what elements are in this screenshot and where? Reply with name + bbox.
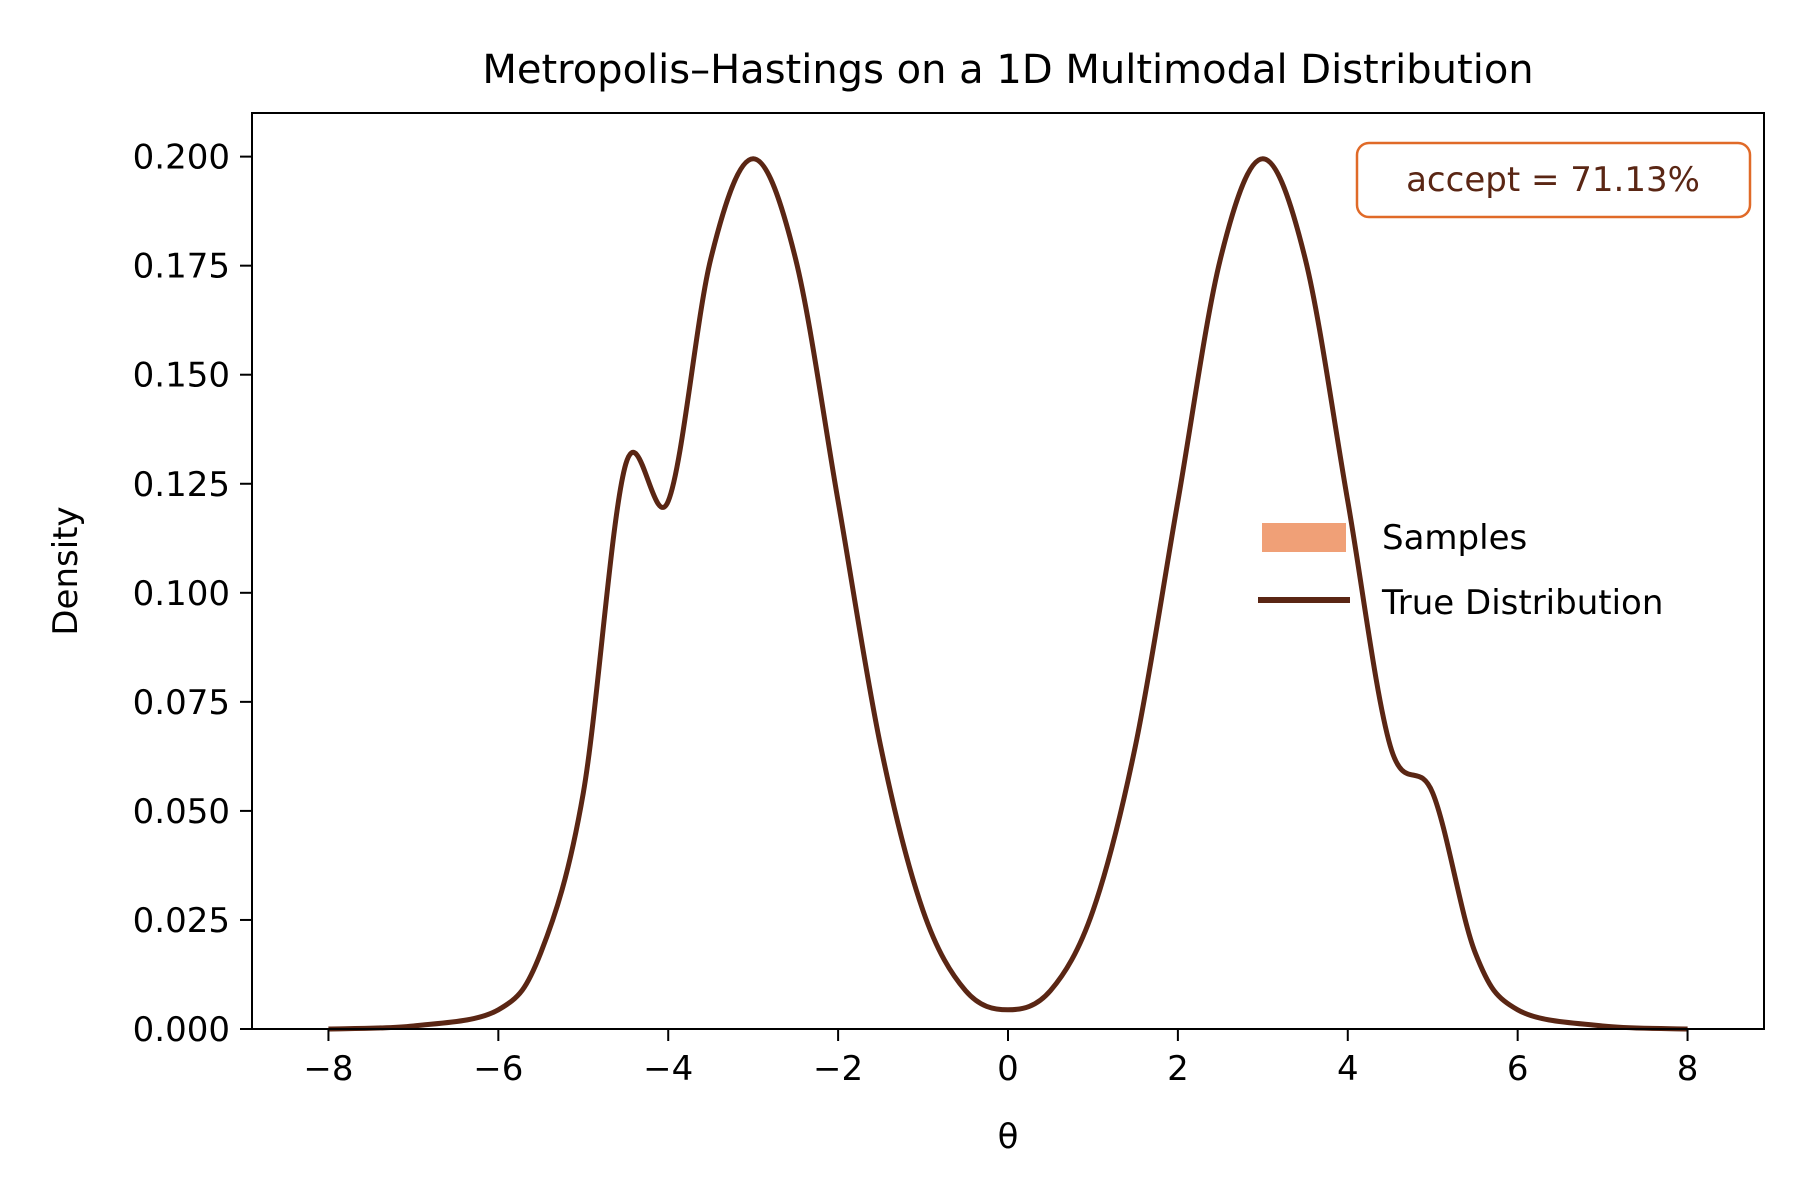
y-tick-label: 0.125 <box>133 465 230 505</box>
y-tick-label: 0.200 <box>133 138 230 178</box>
x-tick-label: 8 <box>1677 1049 1699 1089</box>
y-tick-label: 0.000 <box>133 1010 230 1050</box>
annotation-text: accept = 71.13% <box>1406 160 1700 200</box>
x-tick-label: −6 <box>473 1049 523 1089</box>
annotation-border <box>1355 141 1752 219</box>
legend-samples-label: Samples <box>1382 518 1527 558</box>
true-distribution-line <box>328 156 1688 1032</box>
y-axis-ticks: 0.000 0.025 0.050 0.075 0.100 0.125 0.150 0.175… <box>133 138 252 1050</box>
plot-area <box>328 156 1688 1032</box>
y-axis-label: Density <box>46 506 86 635</box>
x-axis-label: θ <box>998 1117 1019 1157</box>
x-tick-label: 0 <box>997 1049 1019 1089</box>
x-axis-ticks: −8 −6 −4 −2 0 2 4 6 8 <box>303 1029 1698 1089</box>
acceptance-rate-annotation: accept = 71.13% <box>1355 141 1752 219</box>
chart-title: Metropolis–Hastings on a 1D Multimodal D… <box>482 47 1533 93</box>
y-tick-label: 0.025 <box>133 901 230 941</box>
legend: Samples True Distribution <box>1258 518 1663 623</box>
y-tick-label: 0.050 <box>133 792 230 832</box>
y-tick-label: 0.100 <box>133 574 230 614</box>
y-tick-label: 0.175 <box>133 247 230 287</box>
x-tick-label: −8 <box>303 1049 353 1089</box>
legend-true-distribution-label: True Distribution <box>1381 583 1663 623</box>
x-tick-label: 2 <box>1167 1049 1189 1089</box>
legend-samples-swatch <box>1262 523 1346 552</box>
x-tick-label: 4 <box>1337 1049 1359 1089</box>
x-tick-label: −2 <box>813 1049 863 1089</box>
y-tick-label: 0.150 <box>133 356 230 396</box>
y-tick-label: 0.075 <box>133 683 230 723</box>
x-tick-label: −4 <box>643 1049 693 1089</box>
x-tick-label: 6 <box>1507 1049 1529 1089</box>
